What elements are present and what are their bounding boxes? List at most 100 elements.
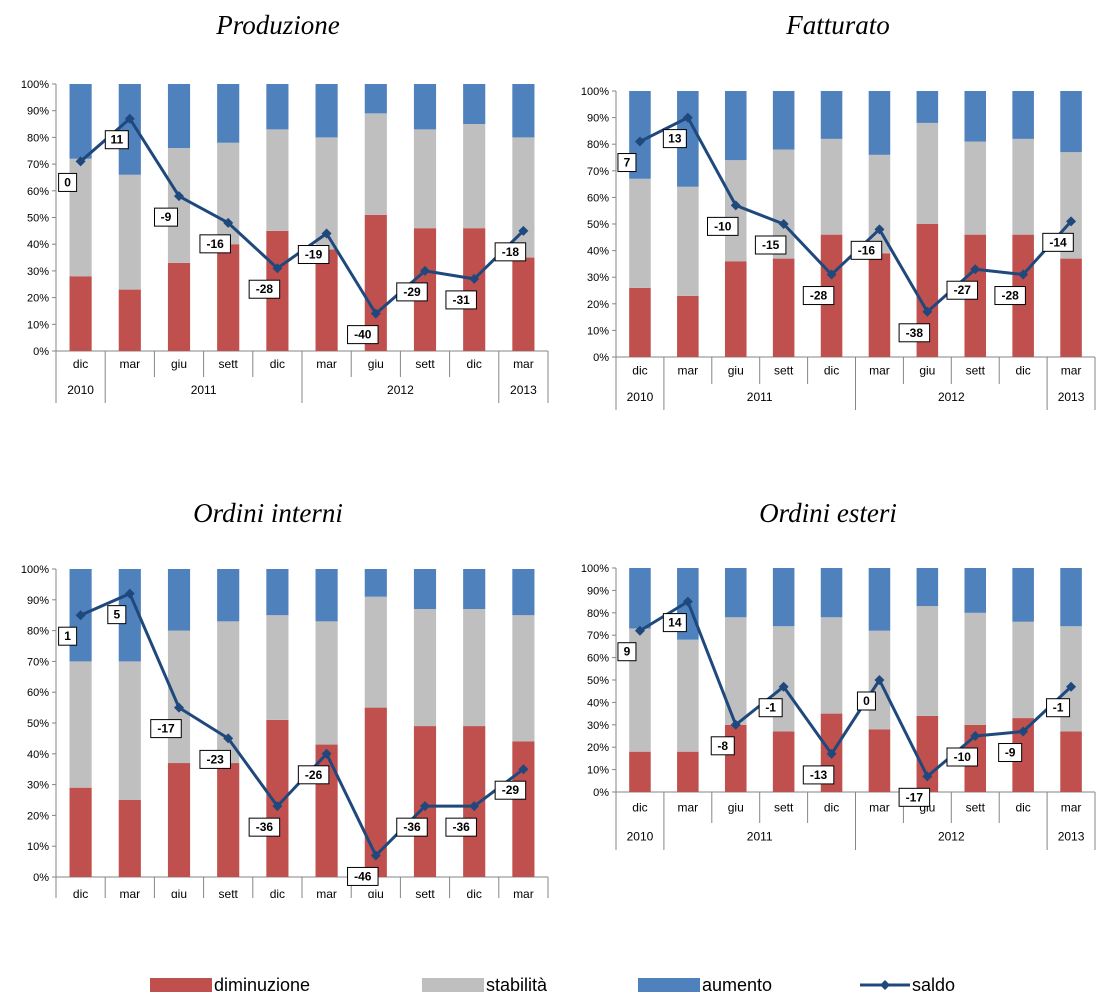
x-tick-label: mar	[513, 357, 534, 371]
y-tick-label: 30%	[27, 266, 49, 278]
bar-aumento	[167, 569, 191, 631]
saldo-data-label: -10	[946, 747, 978, 767]
saldo-data-label-box	[850, 240, 883, 260]
saldo-data-label-text: -29	[403, 285, 421, 299]
saldo-data-label-text: -9	[161, 210, 172, 224]
saldo-data-label-text: -28	[810, 289, 828, 303]
bar-diminuzione	[868, 729, 891, 792]
bar-aumento	[820, 91, 843, 139]
saldo-data-label-text: -36	[453, 820, 471, 834]
bar-diminuzione	[772, 258, 795, 357]
saldo-data-label-text: 0	[64, 175, 71, 189]
bar-diminuzione	[868, 253, 891, 357]
x-tick-label: dic	[1015, 801, 1030, 815]
saldo-data-label-box	[662, 613, 687, 633]
y-tick-label: 90%	[27, 106, 49, 118]
year-label: 2010	[627, 390, 654, 404]
bar-aumento	[463, 569, 486, 610]
saldo-marker	[826, 269, 837, 280]
saldo-data-label: 14	[662, 613, 687, 633]
saldo-data-label-box	[347, 866, 379, 886]
saldo-data-label: -18	[494, 242, 527, 262]
bar-stabilita	[512, 137, 535, 258]
saldo-data-label: 7	[617, 153, 637, 173]
bar-aumento	[772, 91, 795, 150]
y-tick-label: 100%	[581, 563, 609, 575]
y-tick-label: 90%	[587, 113, 609, 125]
bar-aumento	[364, 569, 387, 597]
x-tick-label: giu	[171, 887, 187, 898]
x-tick-label: giu	[171, 357, 187, 371]
saldo-marker	[682, 596, 693, 607]
saldo-marker	[272, 263, 283, 274]
bar-diminuzione	[772, 731, 795, 792]
year-label: 2011	[747, 390, 773, 404]
saldo-data-label-text: -17	[157, 722, 175, 736]
y-tick-label: 0%	[593, 352, 609, 364]
x-tick-label: dic	[632, 801, 647, 815]
bar-aumento	[413, 569, 437, 610]
y-tick-label: 80%	[587, 139, 609, 151]
saldo-data-label-box	[396, 282, 428, 302]
year-label: 2012	[938, 830, 965, 844]
saldo-data-label-text: -10	[954, 750, 972, 764]
y-tick-label: 60%	[27, 186, 49, 198]
bar-aumento	[724, 568, 747, 618]
saldo-data-label: -28	[994, 286, 1026, 306]
saldo-data-label-text: -15	[762, 238, 780, 252]
year-label: 2011	[747, 830, 773, 844]
y-tick-label: 50%	[587, 219, 609, 231]
bar-diminuzione	[118, 289, 141, 351]
bar-aumento	[315, 569, 338, 622]
saldo-marker	[174, 191, 184, 202]
saldo-data-label: -10	[707, 216, 739, 236]
legend-swatch-diminuzione	[150, 978, 212, 992]
saldo-data-label: -29	[396, 282, 428, 302]
saldo-data-label-box	[898, 787, 931, 807]
saldo-data-label-text: -13	[810, 768, 828, 782]
bar-diminuzione	[629, 287, 651, 357]
saldo-marker	[874, 224, 885, 235]
chart-ordini-esteri: 0% 10% 20% 30% 40% 50% 60% 70% 80% 90% 100% dic mar g…	[581, 563, 1096, 850]
bar-aumento	[677, 91, 699, 187]
x-tick-label: giu	[919, 364, 935, 378]
x-tick-label: sett	[774, 801, 794, 815]
legend-swatch-stabilita	[422, 978, 484, 992]
year-label: 2012	[938, 390, 965, 404]
saldo-marker	[75, 156, 86, 167]
saldo-marker	[874, 675, 885, 685]
bar-aumento	[167, 84, 191, 149]
bar-stabilita	[364, 596, 387, 708]
y-tick-label: 30%	[27, 780, 49, 792]
saldo-line	[79, 117, 525, 316]
bar-diminuzione	[266, 719, 289, 877]
y-tick-label: 80%	[587, 608, 609, 620]
year-label: 2013	[510, 383, 537, 397]
legend-swatch-aumento	[638, 978, 700, 992]
x-tick-label: giu	[368, 887, 384, 898]
saldo-data-label-text: -14	[1049, 235, 1067, 249]
y-tick-label: 90%	[587, 585, 609, 597]
y-tick-label: 50%	[27, 213, 49, 225]
saldo-data-label: -46	[347, 866, 379, 886]
bar-aumento	[364, 84, 387, 114]
saldo-data-label: -16	[199, 234, 231, 254]
saldo-data-label-box	[150, 719, 182, 739]
saldo-data-label-box	[445, 290, 477, 310]
bar-stabilita	[964, 612, 987, 725]
bar-diminuzione	[315, 249, 338, 351]
y-tick-label: 10%	[27, 319, 49, 331]
saldo-data-label: -36	[445, 817, 477, 837]
x-tick-label: sett	[966, 801, 986, 815]
y-tick-label: 50%	[27, 718, 49, 730]
saldo-data-label: -23	[199, 749, 231, 769]
saldo-data-label-text: -26	[305, 768, 323, 782]
x-tick-label: dic	[824, 801, 839, 815]
saldo-data-label-box	[946, 747, 978, 767]
saldo-marker	[420, 801, 430, 812]
saldo-data-label-box	[445, 817, 477, 837]
saldo-data-label-box	[494, 242, 527, 262]
x-tick-label: dic	[73, 357, 88, 371]
saldo-data-label-text: -36	[403, 820, 421, 834]
saldo-marker	[826, 748, 837, 759]
